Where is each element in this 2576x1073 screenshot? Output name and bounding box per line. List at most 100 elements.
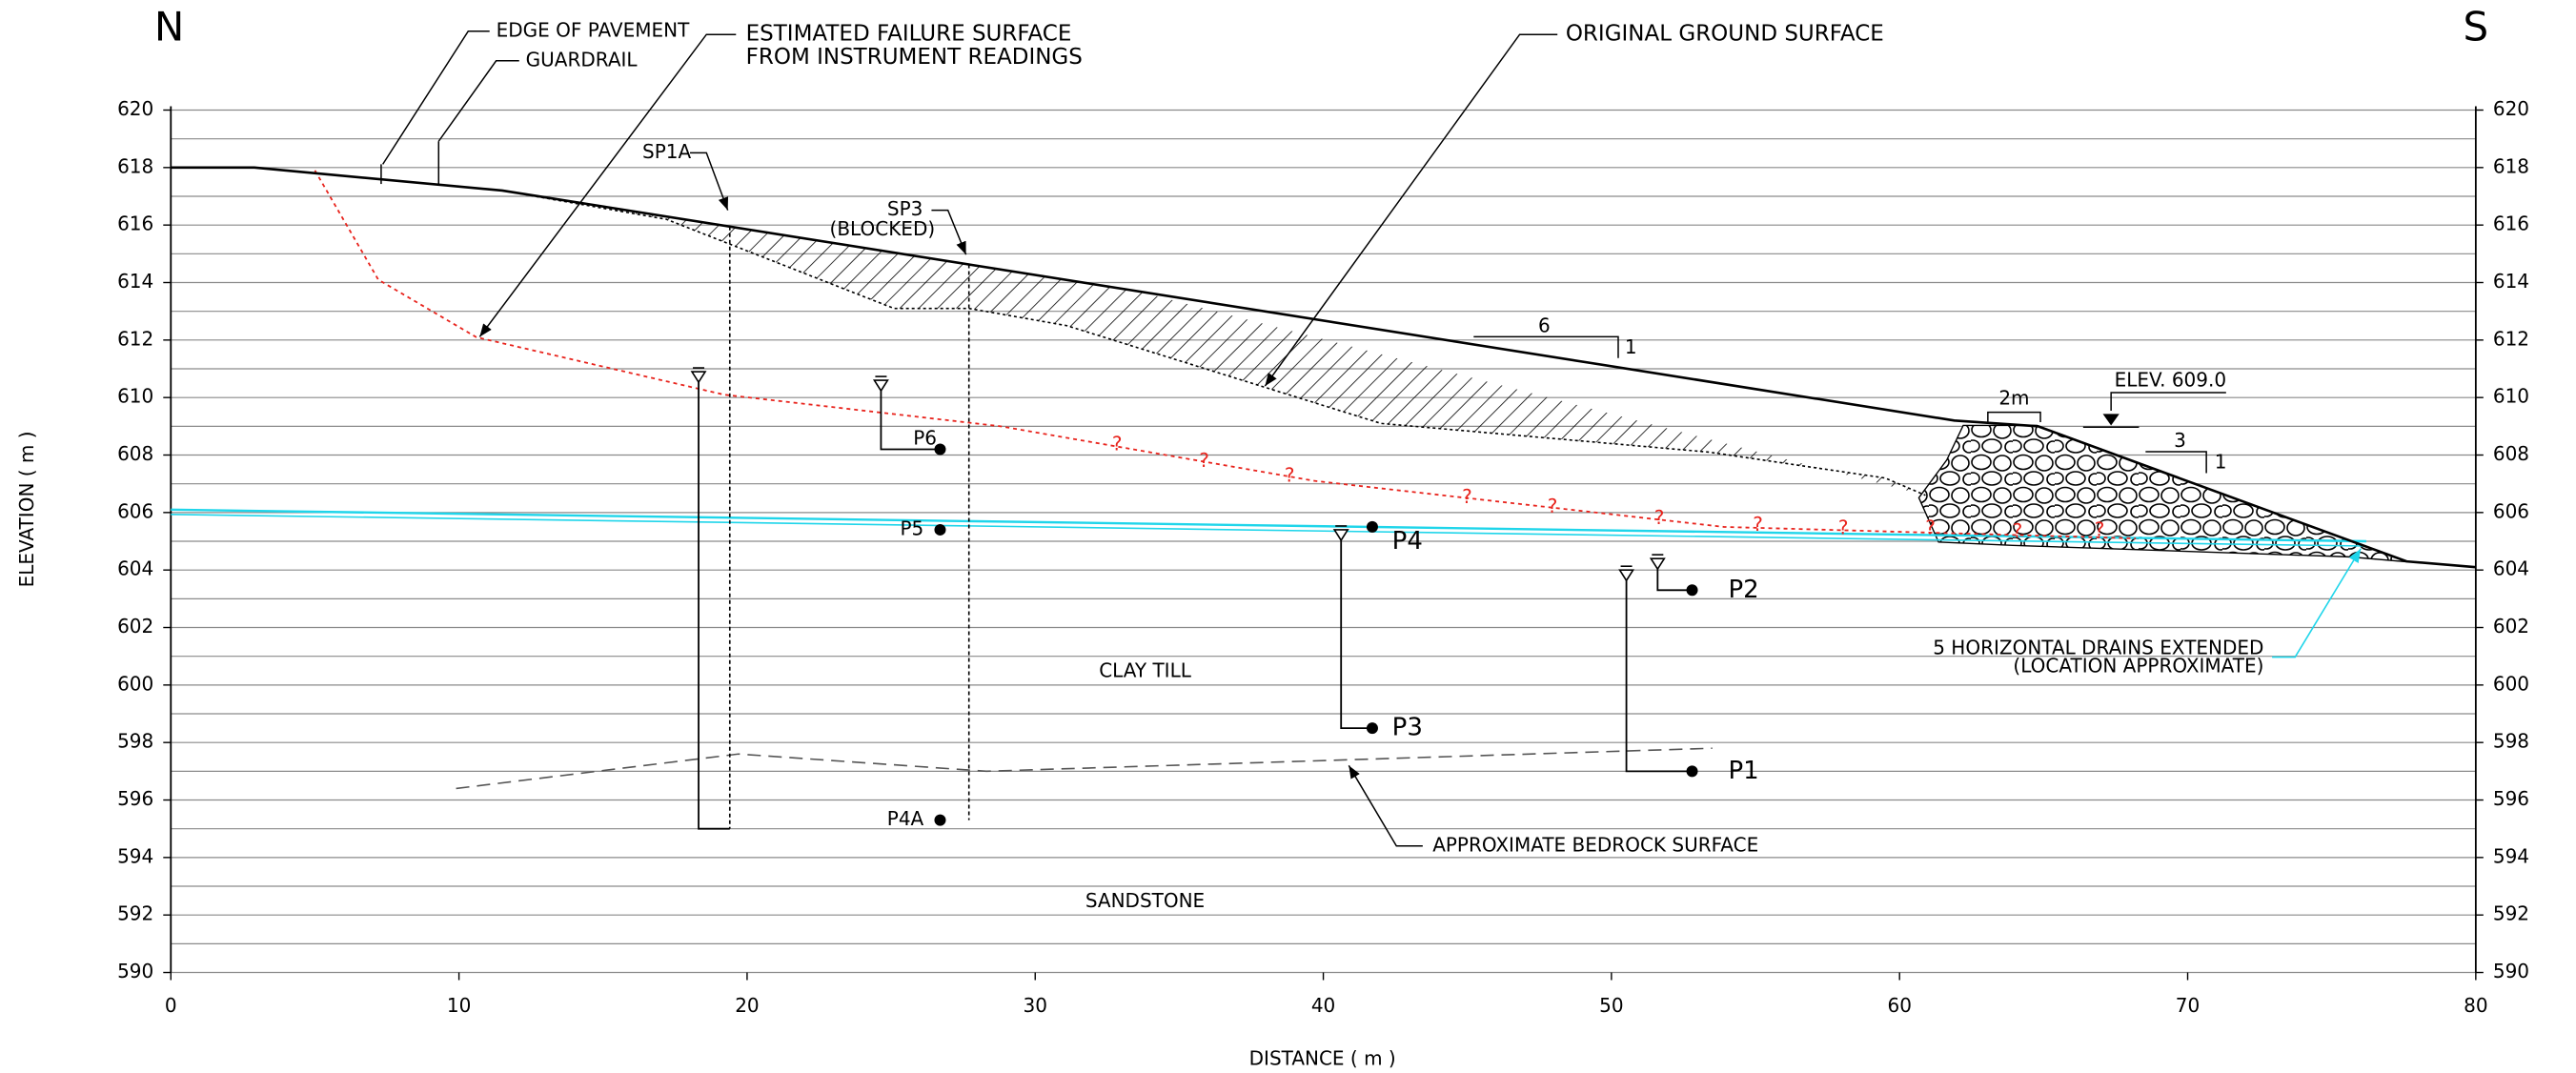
original-ground-line [501,190,1926,496]
standpipe-label: SP1A [642,140,691,163]
x-tick-label: 60 [1887,994,1911,1017]
slope-label: 1 [2215,451,2227,474]
y-tick-label: 594 [2493,844,2529,867]
y-tick-label: 604 [2493,557,2529,580]
piezometer-tip [1686,765,1698,778]
y-tick-label: 610 [117,385,153,408]
y-tick-label: 606 [2493,499,2529,522]
slope-label: 1 [1625,335,1637,358]
annotation: FROM INSTRUMENT READINGS [746,45,1083,70]
x-tick-label: 40 [1311,994,1335,1017]
leader-line [931,209,967,255]
y-tick-label: 590 [2493,960,2529,982]
slope-indicator [1473,335,1619,358]
water-table-line-offset [171,514,2366,547]
standpipe-note: (BLOCKED) [830,217,936,240]
y-tick-label: 616 [2493,213,2529,235]
uncertain-mark: ? [1462,485,1472,508]
piezometer-tip [1686,584,1698,597]
south-label: S [2464,4,2489,51]
annotation: EDGE OF PAVEMENT [497,18,690,41]
y-tick-label: 620 [117,97,153,120]
piezometer-tip [1366,520,1378,533]
y-tick-label: 596 [117,787,153,810]
water-table-line [171,508,2366,543]
y-tick-label: 618 [2493,154,2529,177]
piezometer-tip [934,814,946,826]
ground-surface-line [171,166,2476,569]
y-tick-label: 600 [117,672,153,695]
piezometer-label: P4 [1392,527,1423,556]
leader-line [2272,548,2362,658]
y-tick-label: 616 [117,213,153,235]
x-tick-label: 50 [1599,994,1623,1017]
uncertain-mark: ? [2095,517,2105,540]
leader-line [1264,33,1558,387]
line-layer [171,30,2476,847]
water-level-marker [690,371,707,384]
piezometer-label: P3 [1392,714,1423,742]
piezometer-tip [934,443,946,456]
x-tick-label: 80 [2464,994,2487,1017]
y-tick-label: 608 [2493,442,2529,465]
annotation: ESTIMATED FAILURE SURFACE [746,22,1072,47]
y-tick-label: 590 [117,960,153,982]
leader-line [2110,392,2226,411]
y-tick-label: 614 [2493,270,2529,293]
y-tick-label: 606 [117,499,153,522]
leader-line [382,30,490,165]
slope-label: 6 [1538,314,1551,337]
standpipe-casing [698,381,730,830]
uncertain-mark: ? [1654,506,1665,529]
piezometer-riser [1656,568,1693,592]
water-level-marker [1618,569,1635,582]
annotation: ELEV. 609.0 [2115,368,2227,391]
y-tick-label: 614 [117,270,153,293]
piezometer-tip [934,523,946,536]
annotation: (LOCATION APPROXIMATE) [2013,654,2263,677]
x-axis-title: DISTANCE ( m ) [1249,1046,1396,1069]
annotation: 2m [1998,386,2029,409]
annotation: GUARDRAIL [526,48,639,71]
y-tick-label: 592 [2493,902,2529,925]
failure-surface-line [314,170,2137,539]
piezometer-tip [1366,722,1378,735]
piezometer-label: P5 [900,516,923,539]
uncertain-mark: ? [1548,495,1558,517]
leader-line [478,33,737,337]
x-tick-label: 30 [1024,994,1047,1017]
piezometer-label: P1 [1728,757,1758,785]
y-tick-label: 604 [117,557,153,580]
leader-line [1348,764,1423,847]
dimension-line [1987,411,2041,423]
x-tick-label: 10 [447,994,471,1017]
x-tick-label: 20 [735,994,759,1017]
piezometer-riser [880,390,941,451]
y-tick-label: 612 [2493,327,2529,350]
slope-label: 3 [2174,429,2186,452]
uncertain-mark: ? [1112,433,1123,456]
piezometer-riser [1625,579,1693,773]
piezometer-label: P4A [887,807,924,830]
slope-indicator [2145,451,2207,474]
stratum-label: CLAY TILL [1099,659,1192,682]
x-tick-label: 70 [2176,994,2200,1017]
y-tick-label: 618 [117,154,153,177]
y-tick-label: 612 [117,327,153,350]
slide-mass-hatch [501,190,1926,496]
water-level-marker [872,379,889,393]
leader-line [437,60,519,142]
piezometer-riser [1340,538,1372,729]
y-tick-label: 602 [2493,615,2529,638]
y-tick-label: 596 [2493,787,2529,810]
north-label: N [154,4,184,51]
annotation: 5 HORIZONTAL DRAINS EXTENDED [1933,636,2263,658]
y-tick-label: 602 [117,615,153,638]
uncertain-mark: ? [1285,463,1295,486]
uncertain-mark: ? [1753,513,1763,536]
standpipe-label: SP3 [887,197,923,220]
uncertain-mark: ? [2013,519,2023,542]
